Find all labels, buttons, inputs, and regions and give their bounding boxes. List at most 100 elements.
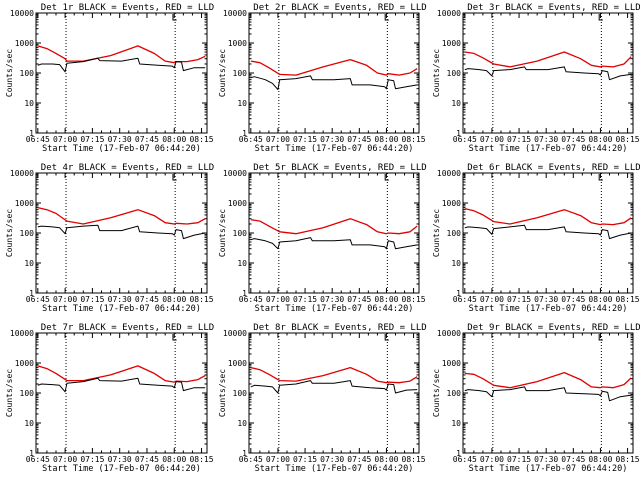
x-tick-label: 07:15 [80,295,104,304]
plot-frame [35,12,208,134]
y-tick-label: 10 [237,99,247,108]
y-tick-label: 1000 [15,359,34,368]
x-tick-label: 08:15 [189,455,213,464]
lld-rate-line [250,218,418,235]
x-tick-label: 07:15 [507,295,531,304]
panel-title: Det 7r BLACK = Events, RED = LLD [41,323,214,333]
range-marker [172,334,177,341]
y-tick-label: 100 [447,229,462,238]
x-tick-label: 08:00 [162,295,186,304]
range-marker [172,174,177,181]
y-tick-label: 1000 [442,359,461,368]
lld-rate-line [37,365,206,383]
x-tick-label: 08:00 [588,295,612,304]
y-tick-label: 100 [20,69,35,78]
x-tick-label: 07:00 [480,135,504,144]
x-tick-label: 07:00 [53,295,77,304]
x-tick-label: 07:15 [507,455,531,464]
lld-rate-line [464,207,632,226]
x-tick-label: 07:30 [534,295,558,304]
x-tick-label: 07:45 [561,455,585,464]
y-tick-label: 1000 [228,199,247,208]
detector-panel: Det 7r BLACK = Events, RED = LLD 06:45 07:… [5,323,214,474]
x-tick-label: 08:00 [374,135,398,144]
x-tick-label: 06:45 [26,295,50,304]
x-tick-label: 06:45 [26,455,50,464]
lld-rate-line [464,51,632,68]
y-tick-label: 10000 [10,9,34,18]
x-tick-label: 07:30 [534,135,558,144]
lld-rate-line [37,206,206,225]
x-tick-label: 06:45 [453,295,477,304]
x-tick-label: 07:00 [266,295,290,304]
plot-frame [248,332,420,454]
plot-frame [35,332,208,454]
panel-title: Det 8r BLACK = Events, RED = LLD [253,323,426,333]
y-tick-label: 1 [456,129,461,138]
y-axis-label: Counts/sec [432,369,441,417]
range-marker [384,174,389,181]
y-axis-label: Counts/sec [218,369,227,417]
plot-frame [35,172,208,294]
panel-title: Det 1r BLACK = Events, RED = LLD [41,3,214,13]
y-tick-label: 10000 [223,329,247,338]
y-tick-label: 10 [24,99,34,108]
x-tick-label: 07:00 [480,295,504,304]
y-tick-label: 100 [233,229,248,238]
x-axis-label: Start Time (17-Feb-07 06:44:20) [255,144,414,154]
y-tick-label: 1000 [15,199,34,208]
x-tick-label: 07:00 [53,135,77,144]
events-rate-line [37,57,206,73]
x-axis-label: Start Time (17-Feb-07 06:44:20) [255,464,414,474]
y-tick-label: 10000 [10,329,34,338]
y-tick-label: 1000 [15,39,34,48]
x-tick-label: 08:00 [162,455,186,464]
x-tick-label: 07:45 [135,295,159,304]
x-tick-label: 07:30 [320,135,344,144]
x-tick-label: 07:45 [347,455,371,464]
y-tick-label: 1 [29,129,34,138]
y-tick-label: 1 [242,129,247,138]
lld-rate-line [464,371,632,389]
x-tick-label: 08:15 [402,455,426,464]
plot-frame [462,172,634,294]
x-tick-label: 07:30 [534,455,558,464]
y-tick-label: 100 [447,389,462,398]
x-tick-label: 07:30 [108,455,132,464]
events-rate-line [464,386,632,402]
y-tick-label: 1000 [442,39,461,48]
events-rate-line [464,66,632,81]
x-tick-label: 08:00 [374,295,398,304]
y-tick-label: 1 [29,289,34,298]
x-tick-label: 06:45 [26,135,50,144]
y-tick-label: 10 [237,259,247,268]
range-marker [172,14,177,21]
panel-title: Det 3r BLACK = Events, RED = LLD [467,3,640,13]
x-tick-label: 07:00 [266,455,290,464]
panel-title: Det 5r BLACK = Events, RED = LLD [253,163,426,173]
y-tick-label: 100 [233,389,248,398]
x-tick-label: 07:45 [347,295,371,304]
x-axis-label: Start Time (17-Feb-07 06:44:20) [42,464,201,474]
range-marker [384,334,389,341]
events-rate-line [464,224,632,240]
y-tick-label: 1 [29,449,34,458]
y-axis-label: Counts/sec [432,49,441,97]
x-tick-label: 07:45 [561,135,585,144]
x-tick-label: 06:45 [453,135,477,144]
y-axis-label: Counts/sec [5,209,14,257]
x-tick-label: 07:45 [135,455,159,464]
y-axis-label: Counts/sec [218,49,227,97]
x-tick-label: 08:15 [616,295,640,304]
range-marker [384,14,389,21]
panel-title: Det 6r BLACK = Events, RED = LLD [467,163,640,173]
y-axis-label: Counts/sec [5,369,14,417]
events-rate-line [250,237,418,250]
y-tick-label: 10 [237,419,247,428]
x-tick-label: 07:30 [108,135,132,144]
x-axis-label: Start Time (17-Feb-07 06:44:20) [469,144,628,154]
